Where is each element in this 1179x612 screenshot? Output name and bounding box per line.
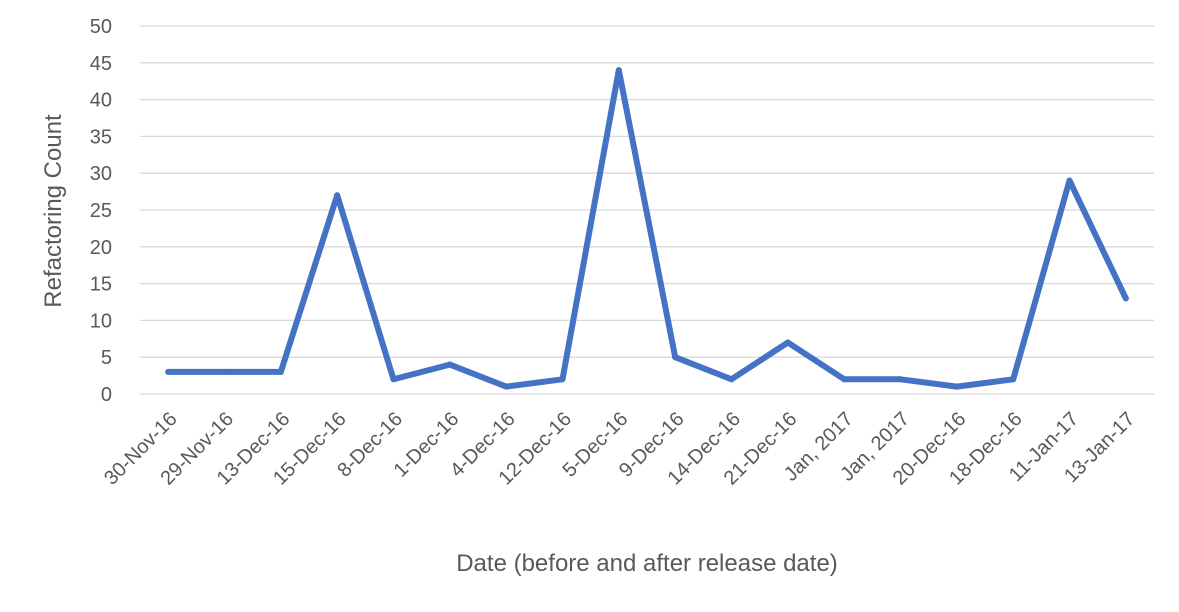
data-point — [446, 361, 453, 368]
y-tick-label: 10 — [90, 310, 112, 332]
x-axis-title: Date (before and after release date) — [456, 550, 838, 577]
data-point — [1122, 295, 1129, 302]
data-point — [1010, 376, 1017, 383]
y-tick-label: 45 — [90, 53, 112, 75]
data-point — [672, 354, 679, 361]
data-point — [221, 368, 228, 375]
data-point — [334, 192, 341, 199]
series-line — [165, 67, 1129, 390]
data-point — [784, 339, 791, 346]
y-tick-label: 25 — [90, 200, 112, 222]
y-tick-label: 5 — [101, 347, 112, 369]
y-axis-ticks: 0 5 10 15 20 25 30 35 40 45 50 — [90, 16, 112, 406]
y-tick-label: 40 — [90, 90, 112, 112]
data-point — [841, 376, 848, 383]
data-point — [503, 383, 510, 390]
y-axis-title: Refactoring Count — [40, 114, 67, 308]
data-point — [615, 67, 622, 74]
x-axis-ticks: 30-Nov-1629-Nov-1613-Dec-1615-Dec-168-De… — [100, 408, 1139, 490]
y-tick-label: 20 — [90, 237, 112, 259]
y-tick-label: 50 — [90, 16, 112, 38]
data-point — [953, 383, 960, 390]
data-point — [728, 376, 735, 383]
data-point — [390, 376, 397, 383]
y-tick-label: 15 — [90, 274, 112, 296]
data-point — [277, 368, 284, 375]
data-point — [1066, 177, 1073, 184]
data-point — [559, 376, 566, 383]
series-layer — [165, 67, 1129, 390]
y-tick-label: 35 — [90, 126, 112, 148]
data-point — [165, 368, 172, 375]
data-point — [897, 376, 904, 383]
y-tick-label: 30 — [90, 163, 112, 185]
y-tick-label: 0 — [101, 384, 112, 406]
